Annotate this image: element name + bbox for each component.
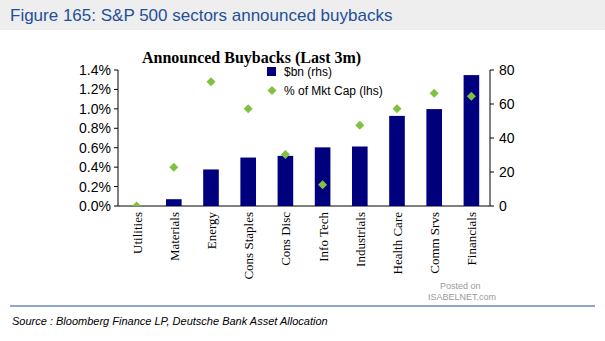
legend-swatch bbox=[268, 86, 277, 95]
point bbox=[281, 150, 290, 159]
bar bbox=[278, 156, 294, 206]
title: Figure 165: S&P 500 sectors announced bu… bbox=[10, 6, 392, 25]
legend-label: % of Mkt Cap (lhs) bbox=[284, 84, 383, 98]
y-tick-label: 0.8% bbox=[79, 120, 111, 136]
bar bbox=[166, 199, 182, 206]
bar bbox=[352, 147, 368, 207]
y-tick-label: 1.2% bbox=[79, 81, 111, 97]
y2-tick bbox=[490, 104, 494, 105]
y-tick bbox=[114, 128, 118, 129]
bar bbox=[464, 75, 480, 206]
bar bbox=[315, 147, 331, 206]
y-tick-label: 1.0% bbox=[79, 101, 111, 117]
y-tick-label: 0.6% bbox=[79, 140, 111, 156]
x-tick-label: Info Tech bbox=[316, 212, 331, 262]
x-tick-label: Comm Srvs bbox=[427, 212, 442, 274]
header-bg bbox=[0, 0, 605, 30]
plot-marks bbox=[132, 75, 479, 206]
x-tick-label: Cons Disc bbox=[278, 212, 293, 266]
point bbox=[132, 202, 141, 207]
y2-tick-label: 60 bbox=[499, 96, 515, 112]
legend-swatch bbox=[267, 67, 276, 76]
watermark: ISABELNET.com bbox=[428, 292, 496, 302]
y2-tick-label: 40 bbox=[499, 130, 515, 146]
x-tick-label: Industrials bbox=[353, 212, 368, 267]
bar bbox=[426, 109, 442, 206]
y2-tick bbox=[490, 138, 494, 139]
y-tick bbox=[114, 167, 118, 168]
y-tick-label: 0.2% bbox=[79, 179, 111, 195]
y-tick-label: 1.4% bbox=[79, 62, 111, 78]
x-tick-label: Cons Staples bbox=[241, 212, 256, 280]
separator bbox=[10, 306, 595, 307]
point bbox=[467, 92, 476, 101]
chart: Figure 165: S&P 500 sectors announced bu… bbox=[0, 0, 605, 341]
y-tick-label: 0.0% bbox=[79, 198, 111, 214]
y-tick bbox=[114, 70, 118, 71]
y2-tick bbox=[490, 70, 494, 71]
point bbox=[318, 180, 327, 189]
y-tick bbox=[114, 186, 118, 187]
point bbox=[169, 163, 178, 172]
x-tick-label: Utilities bbox=[130, 212, 145, 254]
point bbox=[207, 77, 216, 86]
point bbox=[355, 121, 364, 130]
y-tick bbox=[114, 147, 118, 148]
bar bbox=[240, 158, 256, 206]
bar bbox=[203, 169, 219, 206]
bar bbox=[389, 116, 405, 206]
y2-tick-label: 0 bbox=[499, 198, 507, 214]
x-tick-label: Health Care bbox=[390, 212, 405, 275]
y2-tick-label: 20 bbox=[499, 164, 515, 180]
y2-tick bbox=[490, 206, 494, 207]
y-tick-label: 0.4% bbox=[79, 159, 111, 175]
x-tick-label: Energy bbox=[204, 212, 219, 250]
watermark: Posted on bbox=[440, 281, 481, 291]
source: Source : Bloomberg Finance LP, Deutsche … bbox=[12, 315, 328, 327]
legend-label: $bn (rhs) bbox=[284, 65, 332, 79]
y2-tick bbox=[490, 172, 494, 173]
y-tick bbox=[114, 206, 118, 207]
y2-tick-label: 80 bbox=[499, 62, 515, 78]
y-tick bbox=[114, 89, 118, 90]
x-tick-label: Financials bbox=[464, 212, 479, 265]
point bbox=[393, 104, 402, 113]
x-tick-label: Materials bbox=[167, 212, 182, 261]
point bbox=[430, 89, 439, 98]
y-tick bbox=[114, 108, 118, 109]
point bbox=[244, 104, 253, 113]
y-axis bbox=[118, 70, 119, 206]
